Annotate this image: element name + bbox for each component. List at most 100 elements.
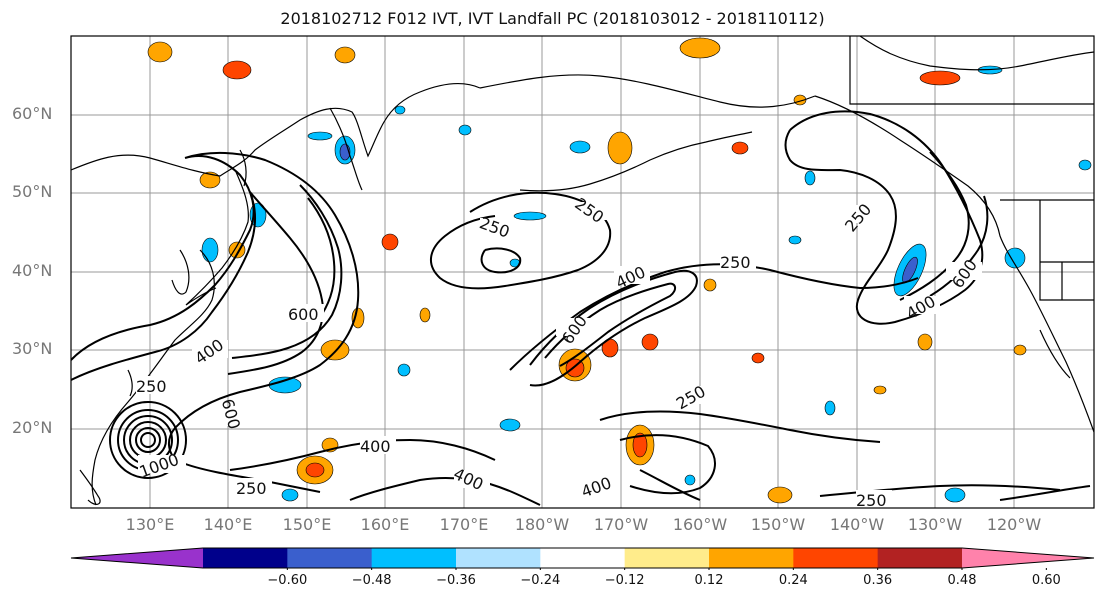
contour-250	[480, 247, 522, 274]
typhoon-contour	[135, 427, 161, 453]
colorbar-bin	[371, 548, 457, 568]
ivt-map: 250 250 250 250 250 250 250 250 400 400 …	[70, 35, 1095, 509]
neg-anomaly	[804, 170, 816, 186]
neg-anomaly	[458, 124, 472, 136]
neg-anomaly	[397, 363, 411, 377]
contour-250	[999, 485, 1091, 501]
colorbar-tick-label: −0.60	[267, 573, 308, 588]
lon-label: 160°E	[360, 515, 410, 534]
contour-250	[784, 110, 984, 325]
colorbar-tick-label: 0.24	[778, 573, 808, 588]
contour-250	[430, 191, 612, 290]
contour-label: 250	[720, 253, 751, 272]
lon-label: 130°W	[907, 515, 963, 534]
pos-anomaly	[751, 352, 765, 364]
pos-anomaly	[767, 486, 793, 504]
colorbar-tick-label: 0.36	[863, 573, 893, 588]
colorbar-bin	[709, 548, 794, 568]
contour-label: 250	[136, 377, 167, 396]
pos-anomaly	[679, 37, 721, 59]
pos-anomaly	[731, 141, 749, 155]
lat-label: 30°N	[12, 339, 53, 358]
map-frame	[70, 35, 1095, 509]
asia-coast	[71, 83, 481, 177]
contour-250	[639, 469, 701, 501]
pos-anomaly	[419, 307, 431, 323]
pos-anomaly	[873, 385, 887, 395]
lat-label: 50°N	[12, 182, 53, 201]
contour-600	[307, 197, 336, 321]
korea-coast	[171, 249, 190, 295]
pos-anomaly	[320, 339, 350, 361]
neg-anomaly	[307, 131, 333, 141]
asia-coast	[91, 249, 215, 506]
lon-label: 140°W	[829, 515, 885, 534]
neg-anomaly	[394, 105, 406, 115]
pos-anomaly	[147, 41, 173, 63]
kamchatka-coast	[329, 107, 363, 191]
pos-anomaly	[1013, 344, 1027, 356]
colorbar-tick-label: 0.12	[694, 573, 724, 588]
colorbar-bin	[540, 548, 626, 568]
neg-anomaly	[281, 488, 299, 502]
canada-inner	[849, 36, 1094, 105]
japan-coast	[185, 171, 249, 306]
lon-label: 150°E	[282, 515, 332, 534]
colorbar-outline	[70, 547, 1095, 569]
arctic-coast	[859, 36, 1094, 71]
map-title: 2018102712 F012 IVT, IVT Landfall PC (20…	[280, 9, 825, 28]
colorbar	[70, 547, 1095, 570]
pos-anomaly	[919, 70, 961, 86]
contour-400	[71, 191, 324, 381]
colorbar-extend-high	[962, 548, 1094, 568]
colorbar-extend-low	[71, 548, 203, 568]
colorbar-bin	[456, 548, 541, 568]
lon-label: 160°W	[672, 515, 728, 534]
contour-600	[544, 282, 676, 367]
coastlines	[71, 36, 1094, 506]
neg-anomaly	[513, 211, 547, 221]
contour-label: 400	[360, 437, 391, 456]
pos-anomaly	[334, 46, 356, 64]
lat-label: 40°N	[12, 261, 53, 280]
na-coast	[814, 95, 1094, 433]
pos-anomaly	[917, 333, 933, 351]
alaska-coast	[479, 74, 816, 108]
neg-anomaly	[499, 418, 521, 432]
pos-anomaly	[607, 131, 633, 165]
neg-anomaly	[1004, 247, 1026, 269]
lat-label: 60°N	[12, 104, 53, 123]
pos-anomaly	[199, 171, 221, 189]
pos-anomaly	[632, 432, 648, 458]
colorbar-bin	[624, 548, 710, 568]
colorbar-bin	[203, 548, 288, 568]
colorbar-tick-label: −0.48	[351, 573, 392, 588]
pos-anomaly	[305, 462, 325, 478]
pos-anomaly	[703, 278, 717, 292]
colorbar-bin	[287, 548, 373, 568]
neg-anomaly	[824, 400, 836, 416]
contour-400	[529, 269, 698, 387]
typhoon-contour	[109, 401, 187, 479]
neg-anomaly	[944, 487, 966, 503]
contour-400	[899, 151, 970, 301]
neg-anomaly	[1078, 159, 1092, 171]
neg-anomaly	[788, 235, 802, 245]
contour-label: 250	[236, 479, 267, 498]
typhoon-contour	[140, 432, 156, 448]
colorbar-tick-label: −0.24	[520, 573, 561, 588]
lon-label: 150°W	[750, 515, 806, 534]
lon-label: 120°W	[986, 515, 1042, 534]
neg-anomaly	[684, 474, 696, 486]
neg-anomaly	[569, 140, 591, 154]
taiwan-coast	[127, 369, 133, 397]
pos-anomaly	[381, 233, 399, 251]
lon-label: 180°W	[514, 515, 570, 534]
colorbar-tick-label: −0.12	[604, 573, 645, 588]
contour-label: 600	[288, 305, 319, 324]
lon-label: 170°W	[593, 515, 649, 534]
colorbar-bin	[877, 548, 963, 568]
graticule	[71, 36, 1094, 508]
pos-anomaly	[641, 333, 659, 351]
contour-250	[71, 151, 360, 493]
